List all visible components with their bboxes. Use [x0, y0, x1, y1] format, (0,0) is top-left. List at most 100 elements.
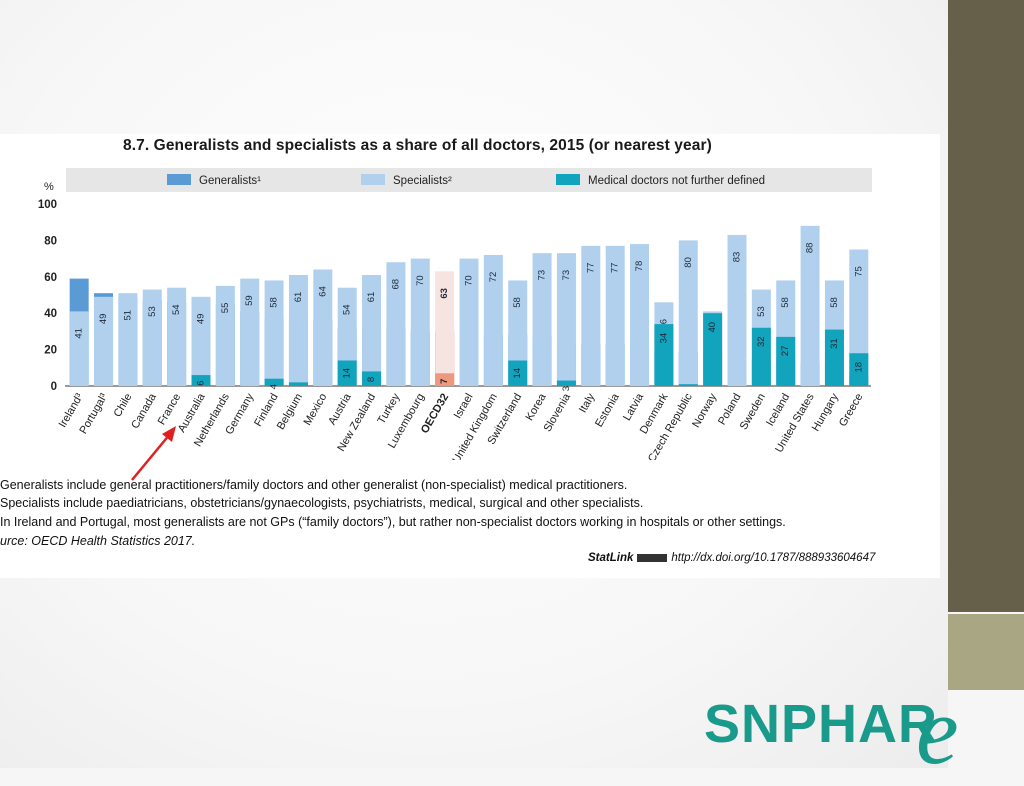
bar-data-label-2: 6: [196, 380, 207, 385]
legend-swatch-1: [361, 174, 385, 185]
bar-data-label-1: 75: [853, 266, 864, 277]
bar-segment-2: [337, 360, 357, 386]
bar-data-label-1: 49: [196, 314, 207, 325]
bar-data-label-2: 14: [342, 368, 353, 379]
y-axis-label: %: [44, 181, 54, 193]
bar-segment-1: [849, 249, 869, 386]
bar-segment-1: [581, 245, 601, 386]
x-tick-label: United Kingdom: [450, 392, 500, 461]
statlink-logo-icon: [637, 553, 668, 562]
statlink-url[interactable]: http://dx.doi.org/10.1787/888933604647: [671, 552, 876, 564]
bar-segment-1: [167, 287, 187, 386]
bar-segment-1: [191, 296, 211, 386]
bar-segment-2: [776, 336, 796, 386]
bar-segment-1: [313, 269, 333, 386]
bar-segment-1: [410, 258, 430, 386]
bar-segment-1: [386, 262, 406, 386]
bar-data-label-1: 58: [269, 297, 280, 308]
bar-segment-1: [118, 293, 138, 386]
y-tick-label-5: 100: [38, 199, 57, 211]
bar-segment-1: [678, 240, 698, 386]
bar-data-label-1: 73: [561, 270, 572, 281]
bar-segment-1: [288, 274, 308, 386]
bar-data-label-1: 77: [610, 263, 621, 274]
bar-segment-1: [459, 258, 479, 386]
legend-label-2: Medical doctors not further defined: [588, 175, 765, 187]
bar-data-label-1: 51: [122, 310, 133, 321]
bar-segment-1: [508, 280, 528, 386]
x-tick-label: Korea: [524, 391, 550, 423]
bar-segment-1: [94, 296, 114, 386]
bar-segment-2: [556, 380, 576, 386]
bar-segment-1: [727, 234, 747, 386]
bar-data-label-1: 61: [366, 292, 377, 303]
source-note: urce: OECD Health Statistics 2017.: [0, 534, 196, 548]
x-tick-label: Latvia: [621, 391, 647, 423]
legend-swatch-2: [556, 174, 580, 185]
side-strip-dark: [948, 0, 1024, 612]
x-tick-label: Israel: [452, 392, 476, 421]
y-tick-label-0: 0: [51, 381, 57, 393]
bar-segment-1: [556, 253, 576, 386]
bar-data-label-1: 59: [244, 295, 255, 306]
bar-data-label-1: 63: [439, 288, 450, 299]
bar-data-label-2: 34: [658, 333, 669, 344]
bar-data-label-1: 54: [171, 304, 182, 315]
bar-data-label-2: 32: [756, 336, 767, 347]
legend-band: [66, 168, 872, 192]
bar-data-label-2: 40: [707, 322, 718, 333]
x-tick-label: Norway: [690, 391, 719, 430]
x-tick-label: Estonia: [593, 391, 622, 430]
bar-data-label-2: 31: [829, 338, 840, 349]
bar-data-label-1: 53: [756, 306, 767, 317]
bar-segment-1: [800, 225, 820, 386]
bar-segment-1: [435, 271, 455, 386]
bar-data-label-1: 64: [317, 286, 328, 297]
bar-segment-2: [849, 353, 869, 386]
bar-data-label-1: 61: [293, 292, 304, 303]
x-tick-label: Mexico: [302, 392, 330, 428]
chart-legend: Generalists¹ Specialists² Medical doctors …: [66, 168, 872, 192]
bar-data-label-1: 58: [512, 297, 523, 308]
bar-segment-1: [483, 254, 503, 386]
bar-segment-1: [532, 253, 552, 386]
bar-data-label-1: 77: [585, 263, 596, 274]
note-specialists: Specialists include paediatricians, obst…: [0, 496, 644, 510]
bar-segment-2: [678, 384, 698, 386]
y-tick-label-3: 60: [44, 272, 57, 284]
bar-segment-2: [191, 375, 211, 386]
y-tick-label-2: 40: [44, 308, 57, 320]
bar-data-label-2: 8: [366, 377, 377, 382]
bar-data-label-1: 55: [220, 303, 231, 314]
bar-data-label-1: 49: [98, 314, 109, 325]
y-tick-label-1: 20: [44, 345, 57, 357]
bar-data-label-1: 88: [805, 243, 816, 254]
bar-segment-2: [288, 382, 308, 386]
arrow-head: [162, 426, 176, 442]
logo-text: SNPHAR: [704, 694, 939, 754]
side-strip-light: [948, 614, 1024, 690]
bar-segment-1: [264, 280, 284, 386]
bar-data-label-2: 4: [269, 384, 280, 389]
statlink-label: StatLink: [588, 552, 634, 564]
bar-data-label-1: 58: [780, 297, 791, 308]
bar-segment-1: [630, 244, 650, 386]
arrow-shaft: [131, 433, 171, 481]
bar-segment-1: [362, 274, 382, 386]
x-tick-label: Italy: [577, 391, 598, 415]
bar-data-label-1: 41: [74, 328, 85, 339]
y-tick-label-4: 80: [44, 235, 57, 247]
statlink[interactable]: StatLink http://dx.doi.org/10.1787/888933…: [588, 552, 875, 564]
bar-data-label-1: 68: [390, 279, 401, 290]
bar-data-label-1: 80: [683, 257, 694, 268]
bar-segment-2: [264, 378, 284, 386]
x-tick-label: Chile: [112, 392, 135, 420]
bar-data-label-1: 70: [415, 275, 426, 286]
bar-data-label-1: 73: [537, 270, 548, 281]
stacked-bar-chart: Generalists¹ Specialists² Medical doctors …: [38, 168, 872, 461]
bar-data-label-1: 58: [829, 297, 840, 308]
bar-data-label-1: 78: [634, 261, 645, 272]
legend-label-0: Generalists¹: [199, 175, 261, 187]
legend-swatch-0: [167, 174, 191, 185]
chart-bars: 5941514949514753465445496455541593758437…: [69, 225, 869, 391]
